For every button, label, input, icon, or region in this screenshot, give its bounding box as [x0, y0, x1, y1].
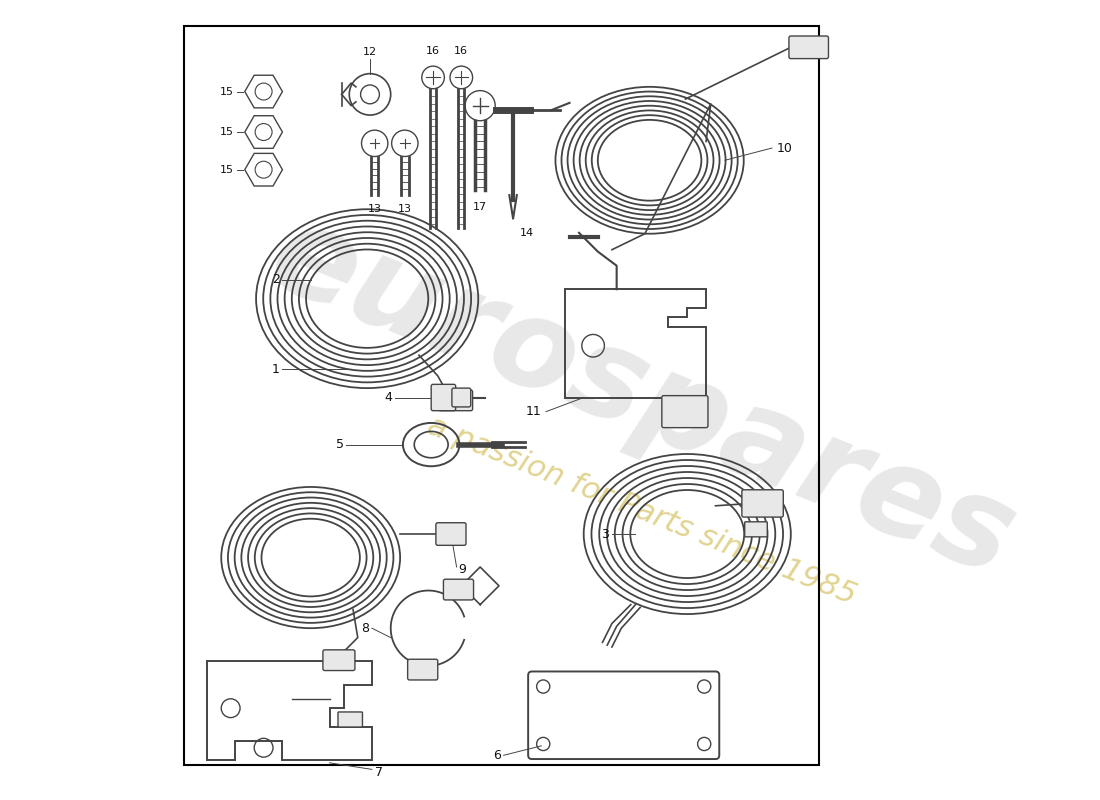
Bar [184, 26, 820, 765]
Text: 16: 16 [454, 46, 469, 56]
Text: 14: 14 [520, 228, 535, 238]
Text: 4: 4 [385, 391, 393, 404]
Text: 1: 1 [272, 362, 279, 376]
Text: 15: 15 [220, 86, 233, 97]
Text: 12: 12 [363, 47, 377, 57]
Text: 17: 17 [473, 202, 487, 212]
FancyBboxPatch shape [662, 396, 708, 428]
Text: 15: 15 [220, 165, 233, 174]
Text: 7: 7 [375, 766, 383, 778]
FancyBboxPatch shape [408, 659, 438, 680]
FancyBboxPatch shape [439, 390, 473, 410]
Text: 8: 8 [361, 622, 368, 634]
FancyBboxPatch shape [789, 36, 828, 58]
FancyBboxPatch shape [745, 522, 768, 537]
Text: 16: 16 [426, 46, 440, 56]
Text: 2: 2 [272, 274, 279, 286]
Text: 5: 5 [336, 438, 343, 451]
Text: 3: 3 [602, 527, 609, 541]
Text: eurospares: eurospares [253, 194, 1031, 602]
Text: 15: 15 [220, 127, 233, 137]
FancyBboxPatch shape [431, 384, 455, 410]
FancyBboxPatch shape [741, 490, 783, 517]
Text: 9: 9 [459, 563, 466, 576]
FancyBboxPatch shape [452, 388, 471, 407]
Text: 11: 11 [526, 405, 541, 418]
Text: 10: 10 [777, 142, 793, 154]
FancyBboxPatch shape [338, 712, 363, 727]
FancyBboxPatch shape [443, 579, 473, 600]
Text: 6: 6 [493, 749, 500, 762]
Text: 13: 13 [367, 204, 382, 214]
Text: 13: 13 [398, 204, 411, 214]
FancyBboxPatch shape [436, 522, 466, 546]
FancyBboxPatch shape [323, 650, 355, 670]
Text: a passion for Parts since 1985: a passion for Parts since 1985 [424, 411, 861, 610]
